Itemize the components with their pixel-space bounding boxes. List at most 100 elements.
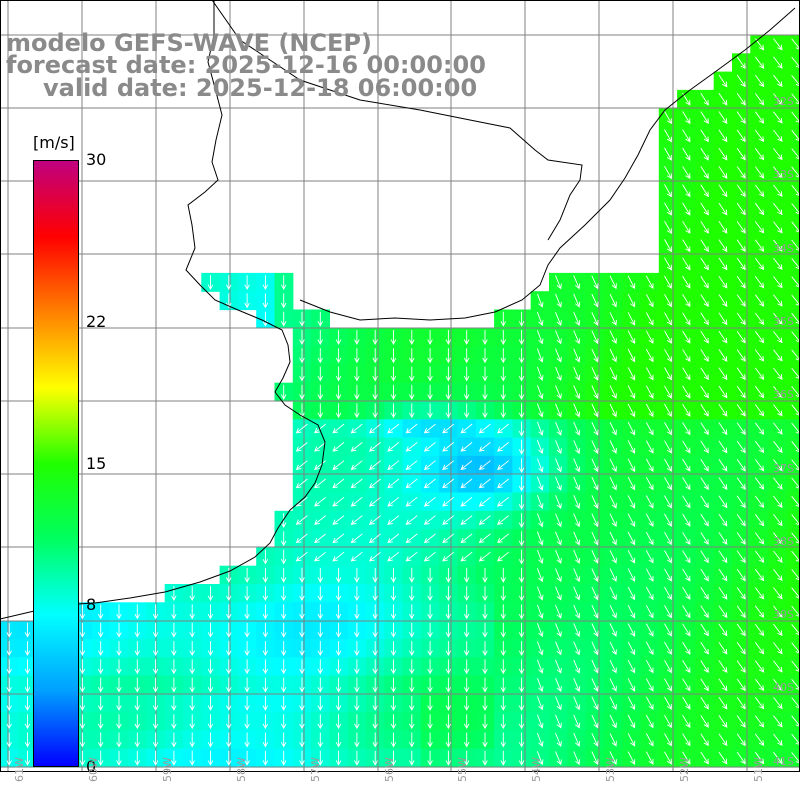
wind-arrow bbox=[718, 330, 728, 344]
wind-arrow bbox=[609, 403, 617, 418]
wind-arrow bbox=[317, 567, 323, 583]
wind-arrow bbox=[700, 294, 709, 307]
wind-arrow bbox=[299, 695, 305, 711]
wind-arrow bbox=[609, 714, 617, 729]
wind-arrow bbox=[335, 348, 342, 364]
wind-arrow bbox=[390, 641, 397, 656]
wind-arrow bbox=[518, 421, 525, 437]
wind-arrow bbox=[682, 477, 691, 491]
wind-arrow bbox=[718, 641, 728, 655]
wind-arrow bbox=[295, 442, 308, 452]
colorbar-tick-22: 22 bbox=[86, 311, 107, 331]
wind-arrow bbox=[664, 239, 672, 253]
wind-arrow bbox=[299, 330, 305, 345]
wind-arrow bbox=[718, 349, 728, 362]
wind-arrow bbox=[317, 641, 323, 656]
wind-arrow bbox=[445, 695, 452, 711]
wind-arrow bbox=[700, 715, 709, 728]
wind-arrow bbox=[442, 515, 455, 525]
wind-arrow bbox=[536, 385, 544, 400]
wind-arrow bbox=[244, 659, 250, 675]
wind-arrow bbox=[609, 696, 617, 711]
wind-arrow bbox=[664, 623, 672, 637]
wind-arrow bbox=[664, 751, 672, 765]
wind-arrow bbox=[518, 513, 525, 528]
wind-arrow bbox=[518, 384, 525, 400]
wind-arrow bbox=[736, 440, 746, 454]
wind-arrow bbox=[427, 622, 433, 638]
latitude-label: 35S bbox=[773, 314, 794, 328]
wind-arrow bbox=[536, 513, 544, 528]
wind-arrow bbox=[682, 275, 691, 289]
wind-arrow bbox=[664, 422, 672, 436]
wind-arrow bbox=[368, 442, 381, 452]
wind-speed-cell bbox=[786, 364, 800, 384]
wind-arrow bbox=[555, 586, 562, 601]
wind-arrow bbox=[591, 550, 599, 564]
longitude-label: 53W bbox=[604, 757, 617, 782]
wind-arrow bbox=[295, 515, 308, 525]
wind-arrow bbox=[482, 732, 488, 748]
wind-arrow bbox=[317, 586, 323, 602]
wind-arrow bbox=[573, 348, 581, 363]
wind-arrow bbox=[645, 714, 654, 729]
wind-arrow bbox=[591, 604, 599, 619]
wind-arrow bbox=[700, 404, 709, 417]
wind-arrow bbox=[682, 367, 691, 381]
wind-arrow bbox=[409, 366, 415, 382]
wind-arrow bbox=[350, 551, 363, 562]
wind-arrow bbox=[335, 750, 342, 766]
wind-arrow bbox=[299, 586, 305, 602]
wind-arrow bbox=[354, 403, 360, 419]
wind-arrow bbox=[314, 515, 326, 525]
wind-arrow bbox=[609, 440, 617, 454]
wind-arrow bbox=[645, 531, 654, 546]
wind-arrow bbox=[736, 715, 746, 728]
wind-arrow bbox=[645, 348, 654, 363]
wind-arrow bbox=[627, 733, 636, 747]
wind-arrow bbox=[226, 695, 232, 711]
wind-arrow bbox=[478, 496, 491, 507]
wind-arrow bbox=[736, 642, 746, 655]
wind-arrow bbox=[682, 696, 691, 710]
wind-arrow bbox=[427, 732, 433, 748]
wind-arrow bbox=[754, 440, 765, 454]
wind-speed-cell bbox=[786, 401, 800, 420]
wind-arrow bbox=[332, 478, 345, 489]
wind-arrow bbox=[645, 751, 654, 765]
wind-arrow bbox=[627, 586, 636, 601]
wind-arrow bbox=[24, 622, 31, 638]
wind-arrow bbox=[207, 750, 214, 766]
wind-arrow bbox=[736, 111, 746, 124]
wind-arrow bbox=[482, 677, 488, 693]
wind-arrow bbox=[497, 551, 509, 562]
wind-arrow bbox=[591, 568, 599, 583]
wind-arrow bbox=[664, 513, 672, 527]
wind-arrow bbox=[368, 515, 381, 525]
wind-arrow bbox=[518, 494, 525, 510]
wind-arrow bbox=[609, 330, 617, 345]
wind-arrow bbox=[335, 659, 342, 675]
wind-arrow bbox=[736, 385, 746, 399]
wind-arrow bbox=[372, 567, 378, 583]
wind-arrow bbox=[773, 294, 783, 307]
longitude-label: 54W bbox=[530, 757, 543, 782]
coastline-west bbox=[0, 0, 326, 620]
longitude-label: 56W bbox=[383, 757, 396, 782]
wind-arrow bbox=[754, 404, 765, 417]
wind-arrow bbox=[280, 293, 287, 309]
wind-arrow bbox=[555, 458, 562, 473]
wind-arrow bbox=[500, 622, 506, 638]
wind-arrow bbox=[682, 586, 691, 600]
wind-arrow bbox=[354, 695, 360, 711]
wind-arrow bbox=[97, 714, 104, 730]
longitude-label: 52W bbox=[678, 757, 691, 782]
wind-arrow bbox=[116, 622, 122, 638]
wind-arrow bbox=[463, 695, 470, 711]
wind-arrow bbox=[280, 275, 287, 291]
wind-arrow bbox=[445, 641, 452, 656]
wind-arrow bbox=[518, 659, 525, 675]
wind-arrow bbox=[736, 404, 746, 417]
wind-arrow bbox=[445, 348, 452, 364]
wind-arrow bbox=[372, 714, 378, 730]
